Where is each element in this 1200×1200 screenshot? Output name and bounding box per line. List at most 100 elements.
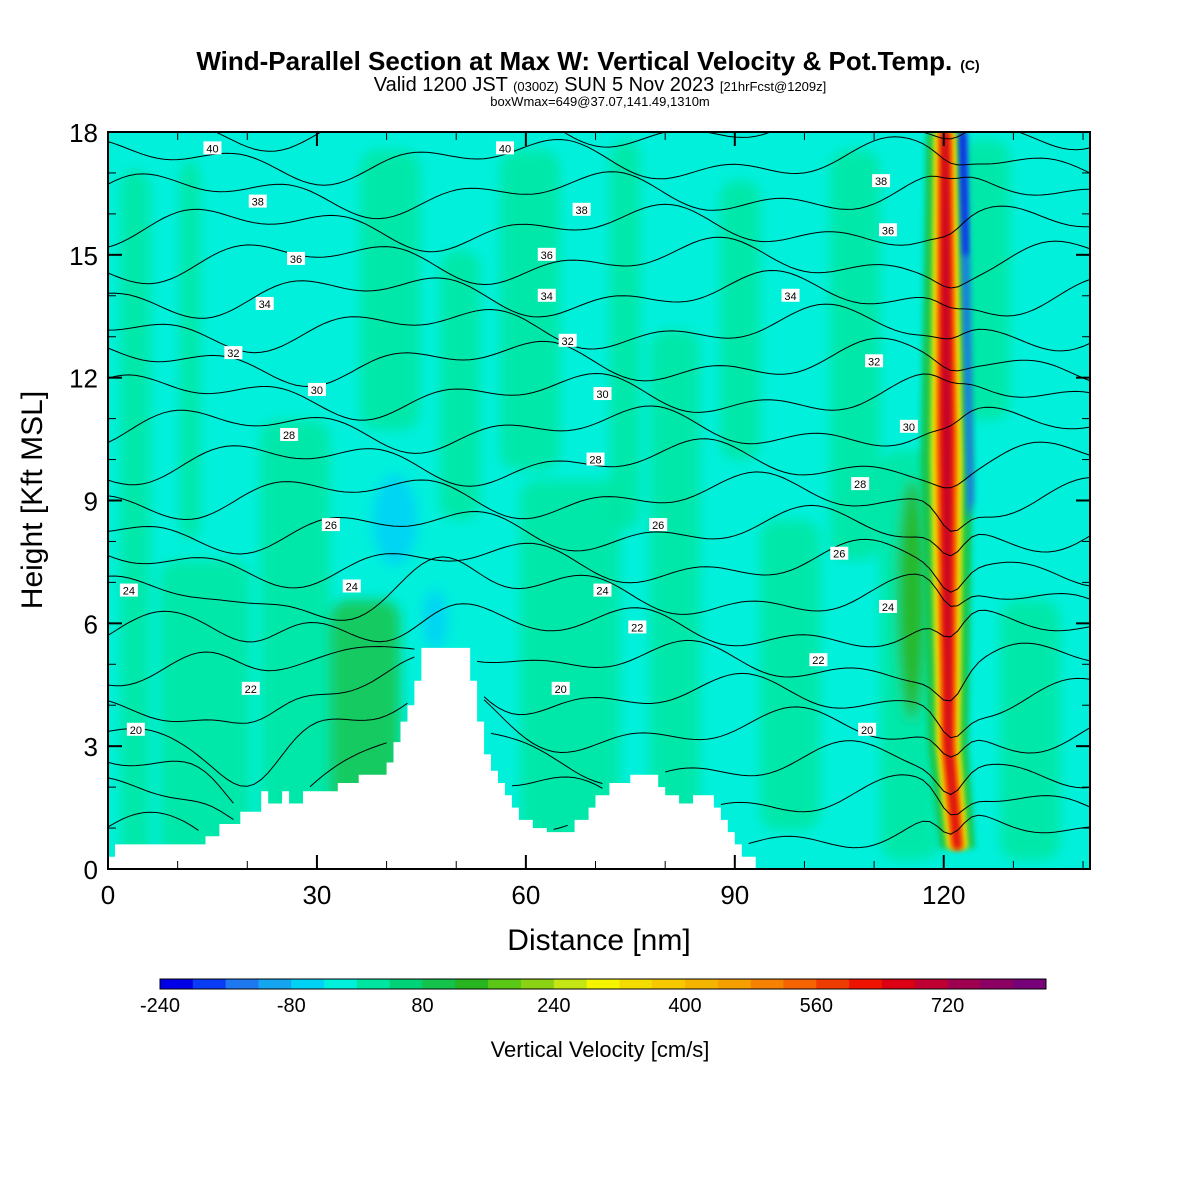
colorbar-swatch	[520, 979, 555, 989]
velocity-patch	[720, 180, 760, 460]
theta-contour	[108, 471, 1090, 532]
colorbar-swatch	[586, 979, 620, 989]
colorbar-swatch	[947, 979, 981, 989]
contour-label-box	[280, 427, 299, 441]
contour-label-text: 30	[596, 389, 608, 401]
velocity-patch	[520, 480, 620, 860]
contour-label-box	[287, 251, 306, 265]
contour-label-text: 26	[325, 520, 337, 532]
y-tick-label: 0	[84, 855, 98, 885]
theta-contour	[108, 699, 1090, 787]
theta-contour	[108, 811, 1090, 849]
contour-label-box	[126, 722, 145, 736]
velocity-patch	[160, 560, 250, 860]
terrain-profile	[108, 647, 1090, 869]
contour-label: 28	[851, 477, 870, 491]
colorbar-swatch	[553, 979, 588, 989]
contour-label-box	[872, 174, 891, 188]
contour-label-box	[628, 620, 647, 634]
contour-label-box	[572, 202, 591, 216]
theta-contour	[108, 504, 1090, 557]
contour-label: 34	[537, 288, 556, 303]
theta-contour	[214, 132, 1090, 152]
contour-label-box	[224, 346, 243, 360]
chart-subtitle-2: boxWmax=649@37.07,141.49,1310m	[490, 94, 710, 109]
colorbar-swatch	[1013, 979, 1047, 989]
colorbar-swatch	[291, 979, 325, 989]
contour-labels: 40 40 38 38 38 36 36 36 34 34 34 32 32 32 30 30 30 28 28 28…	[119, 141, 918, 737]
contour-label-box	[865, 354, 884, 368]
contour-label-box	[781, 288, 800, 302]
y-tick-label: 18	[69, 118, 98, 148]
velocity-patch	[373, 475, 417, 565]
contour-label: 26	[321, 518, 340, 532]
contour-label-box	[858, 722, 877, 736]
y-tick-label: 15	[69, 241, 98, 271]
theta-contour	[108, 136, 1090, 186]
theta-contour	[108, 656, 1090, 739]
theta-contour	[108, 438, 1090, 489]
contour-label: 32	[865, 354, 884, 368]
colorbar-title: Vertical Velocity [cm/s]	[491, 1037, 710, 1062]
y-tick-label: 9	[84, 487, 98, 517]
colorbar-swatch	[225, 979, 259, 989]
velocity-patch	[898, 480, 926, 720]
colorbar-swatch	[356, 979, 391, 989]
contour-label: 22	[628, 620, 647, 634]
colorbar-swatch	[816, 979, 850, 989]
colorbar-tick-label: 720	[931, 995, 964, 1017]
colorbar-swatch	[914, 979, 949, 989]
contour-label-text: 34	[541, 291, 553, 303]
chart-title: Wind-Parallel Section at Max W: Vertical…	[196, 46, 979, 76]
downdraft-shade	[959, 132, 974, 521]
contour-label: 22	[241, 681, 260, 696]
velocity-patch	[120, 170, 150, 860]
contour-label: 38	[872, 174, 891, 188]
theta-contour	[108, 732, 1090, 804]
contour-label-text: 24	[123, 586, 135, 598]
contour-label: 26	[830, 546, 849, 561]
contour-label-text: 38	[875, 176, 887, 188]
contour-label-text: 38	[252, 197, 264, 209]
contour-label: 38	[572, 202, 591, 217]
contour-label-box	[558, 333, 577, 347]
colorbar-swatch	[192, 979, 227, 989]
colorbar-swatch	[422, 979, 456, 989]
contour-label: 20	[551, 681, 570, 696]
contour-label-box	[307, 382, 326, 396]
colorbar-swatch	[258, 979, 292, 989]
x-axis-label: Distance [nm]	[507, 924, 690, 957]
contour-label-box	[255, 296, 274, 310]
contour-label: 36	[537, 247, 556, 262]
velocity-patch	[260, 420, 330, 860]
theta-contour	[108, 372, 1090, 421]
contour-label-box	[879, 599, 898, 613]
contour-label-text: 22	[812, 655, 824, 667]
contour-label: 32	[224, 346, 243, 360]
contour-label-text: 24	[596, 586, 608, 598]
contour-label: 36	[879, 223, 898, 237]
y-tick-label: 3	[84, 732, 98, 762]
contour-label: 28	[280, 427, 299, 442]
contour-label-text: 34	[259, 299, 271, 311]
colorbar-swatch	[324, 979, 358, 989]
contour-label: 24	[342, 579, 361, 593]
colorbar-swatch	[750, 979, 784, 989]
colorbar-swatch	[849, 979, 883, 989]
x-tick-label: 120	[922, 880, 965, 910]
contour-label-text: 32	[562, 336, 574, 348]
velocity-patch	[1000, 600, 1060, 860]
colorbar-swatch	[160, 979, 194, 989]
velocity-patch	[760, 520, 820, 830]
updraft-shade	[942, 132, 959, 849]
contour-label: 24	[593, 583, 612, 598]
contour-label: 26	[649, 518, 668, 532]
downdraft-shade	[960, 132, 968, 255]
contour-label-text: 40	[499, 143, 511, 155]
velocity-patch	[610, 140, 640, 530]
theta-contour	[108, 538, 1090, 593]
contour-label-text: 28	[589, 455, 601, 467]
chart-subtitle: Valid 1200 JST (0300Z) SUN 5 Nov 2023 [2…	[374, 74, 827, 96]
colorbar-tick-label: 80	[411, 995, 433, 1017]
